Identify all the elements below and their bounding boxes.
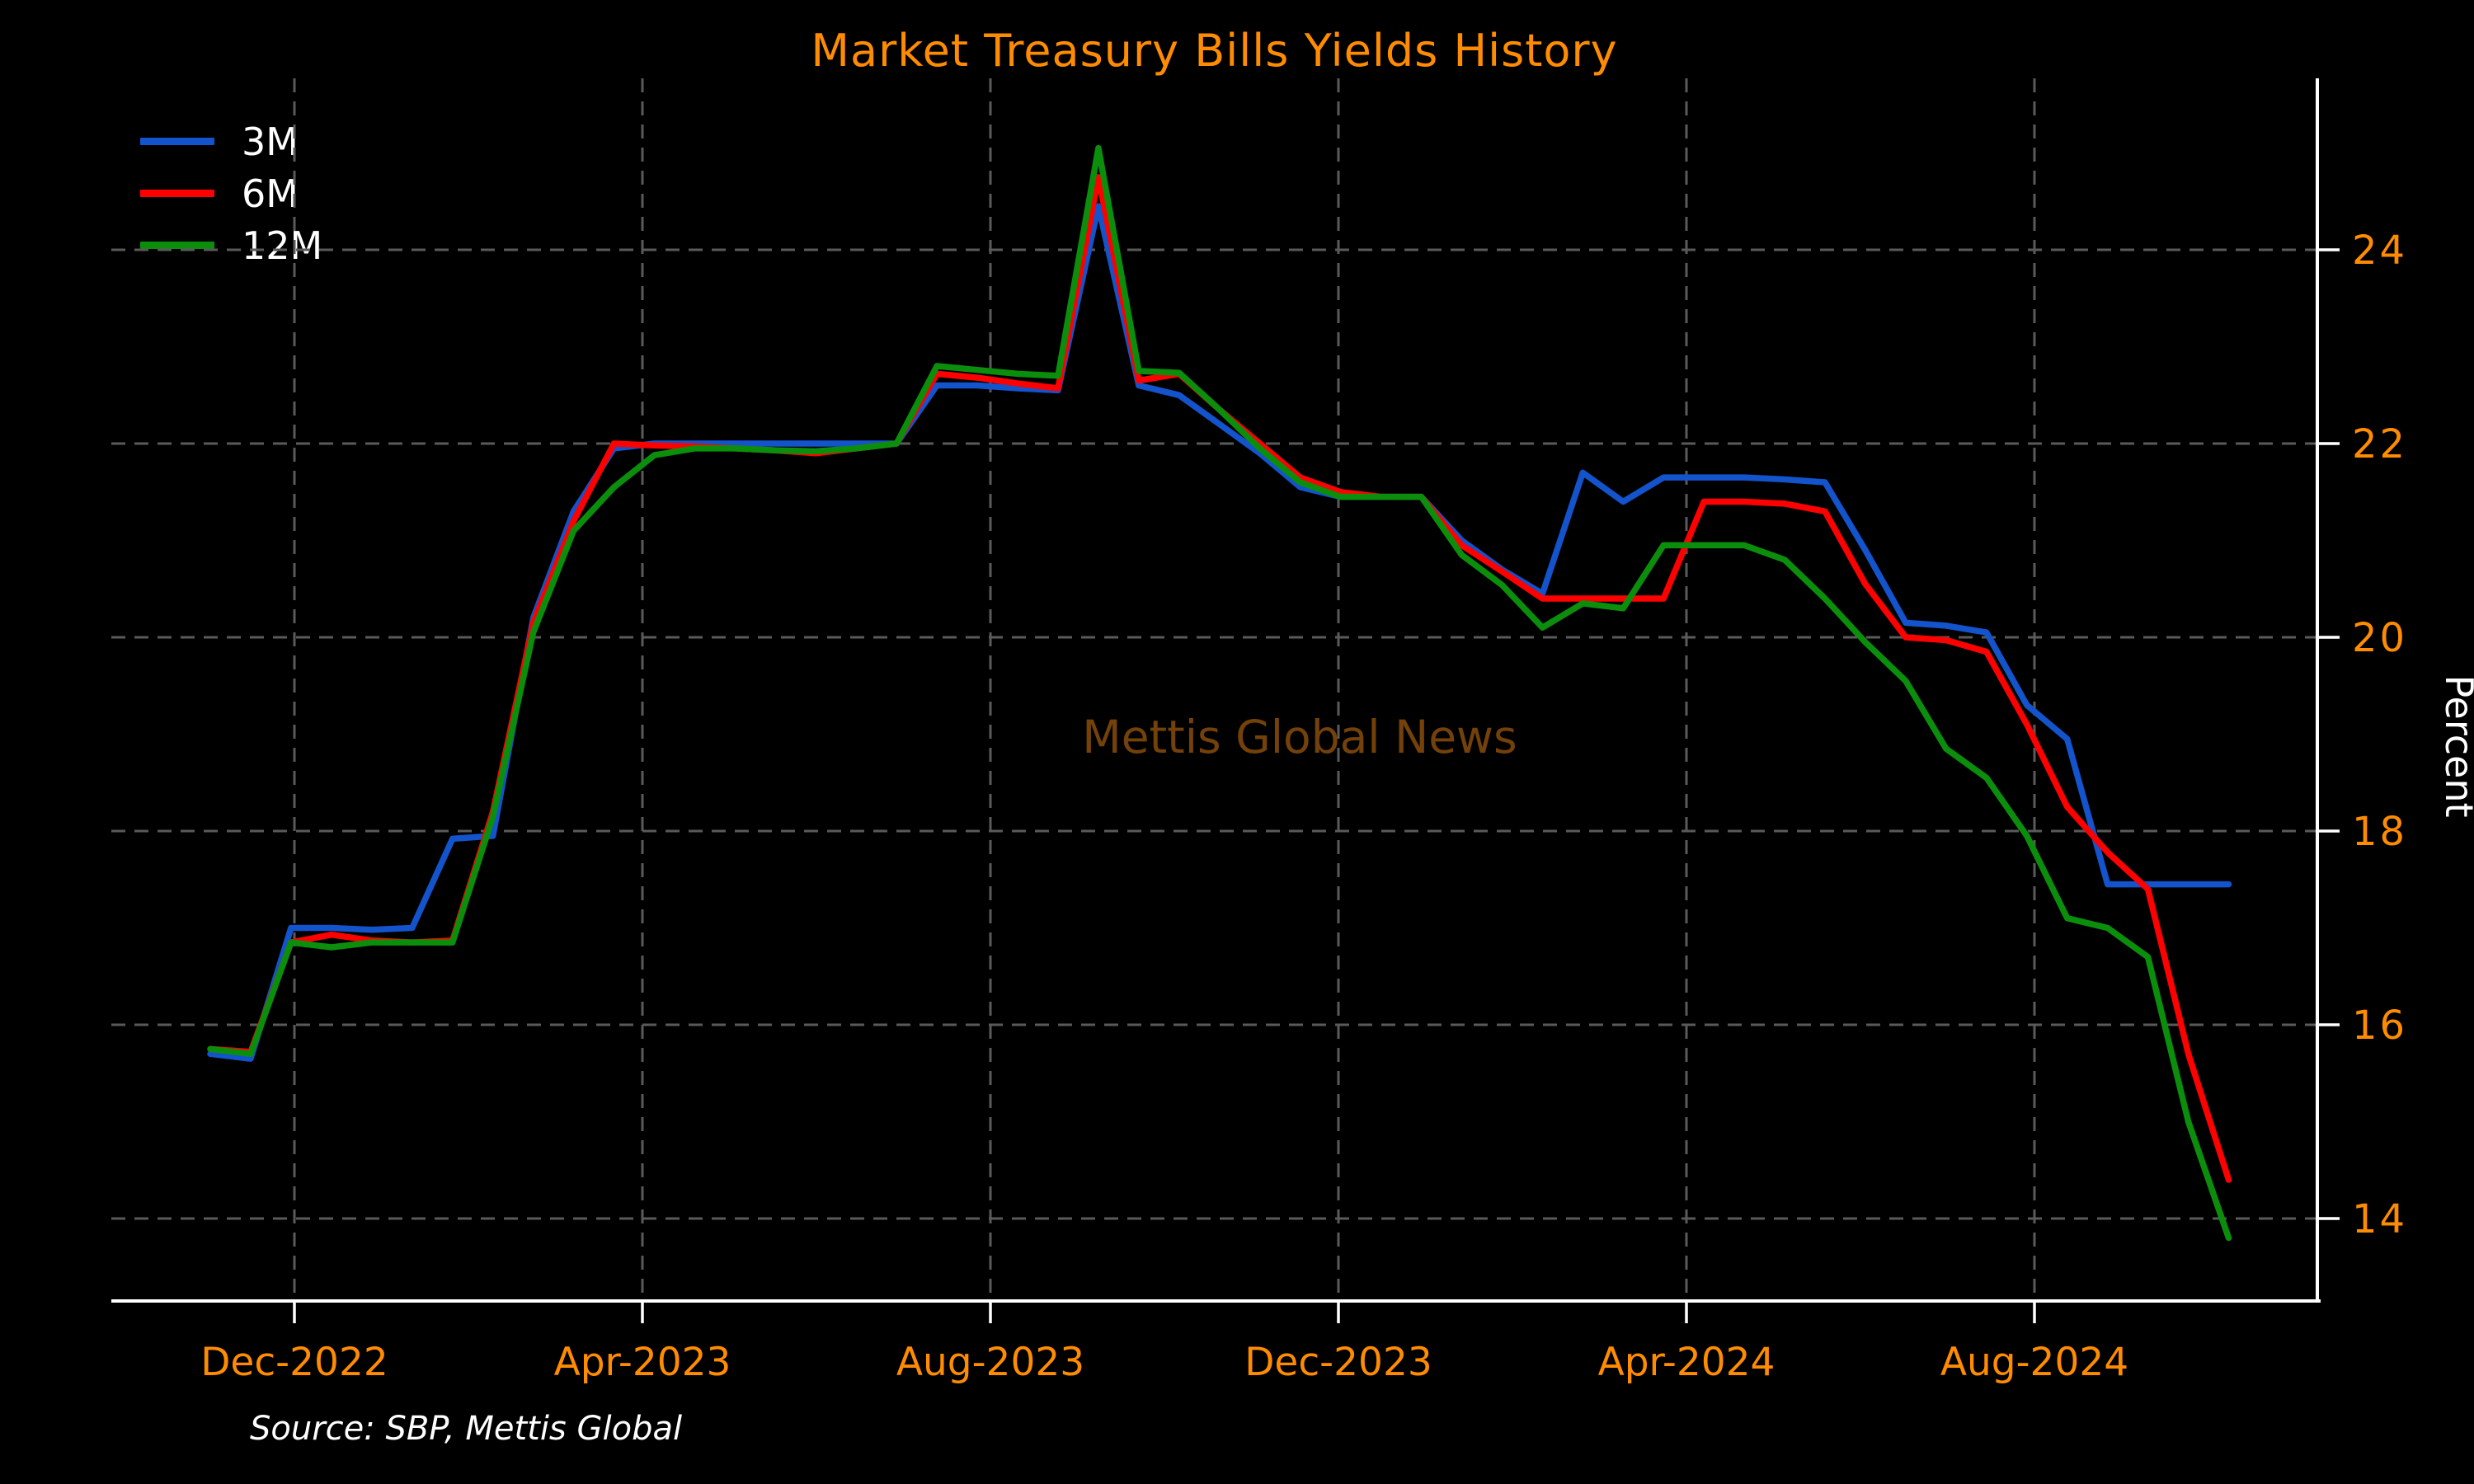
legend-item-12m: 12M <box>140 219 322 271</box>
x-tick-label: Dec-2023 <box>1244 1340 1432 1385</box>
y-tick-label: 20 <box>2352 615 2407 661</box>
x-tick-label: Apr-2024 <box>1598 1340 1776 1385</box>
legend-item-6m: 6M <box>140 167 322 219</box>
x-tick-label: Dec-2022 <box>200 1340 388 1385</box>
x-tick-label: Aug-2024 <box>1940 1340 2128 1385</box>
y-tick-label: 24 <box>2352 228 2407 274</box>
legend-swatch-3m-line <box>140 138 214 145</box>
series-line-12M <box>207 144 2232 1242</box>
legend-item-3m: 3M <box>140 115 322 167</box>
x-tick-label: Aug-2023 <box>896 1340 1084 1385</box>
series-line-3M <box>207 203 2232 1062</box>
y-tick-label: 16 <box>2352 1003 2407 1049</box>
y-tick-label: 22 <box>2352 421 2407 467</box>
legend-label-3m: 3M <box>242 119 299 164</box>
legend: 3M 6M 12M <box>140 115 322 271</box>
x-tick-label: Apr-2023 <box>554 1340 731 1385</box>
legend-label-12m: 12M <box>242 223 323 268</box>
watermark-text: Mettis Global News <box>1082 711 1517 763</box>
y-axis-title: Percent <box>2437 674 2474 817</box>
source-note: Source: SBP, Mettis Global <box>250 1410 683 1448</box>
chart-title: Market Treasury Bills Yields History <box>811 25 1618 77</box>
y-tick-label: 14 <box>2352 1196 2407 1242</box>
series-line-6M <box>207 174 2232 1183</box>
legend-swatch-12m-line <box>140 242 214 249</box>
legend-swatch-6m-line <box>140 190 214 197</box>
y-tick-label: 18 <box>2352 809 2407 855</box>
legend-label-6m: 6M <box>242 171 299 216</box>
